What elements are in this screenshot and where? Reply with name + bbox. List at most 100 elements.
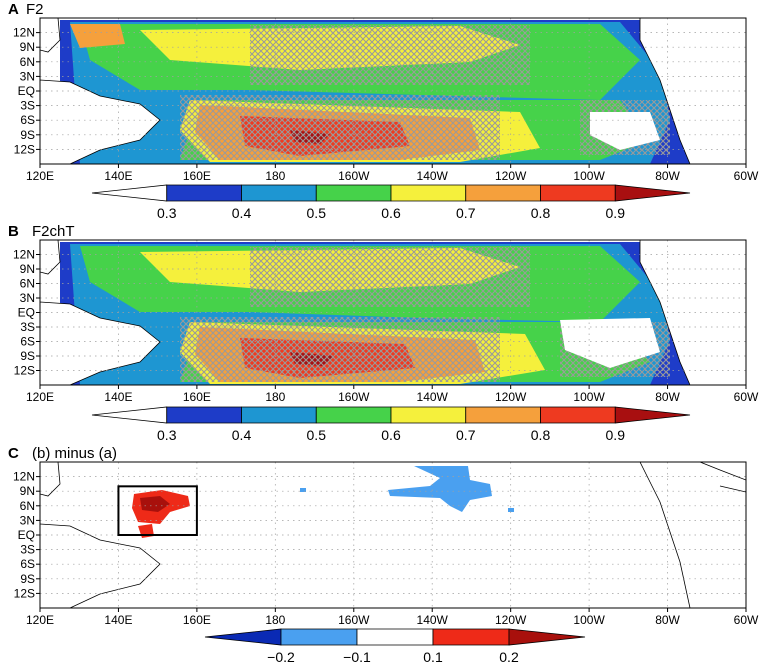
x-tick-label: 160W [338, 169, 370, 183]
colorbar-label: 0.1 [423, 649, 443, 665]
x-tick-label: 180 [265, 613, 285, 627]
x-tick-label: 120W [495, 169, 527, 183]
colorbar-swatch [465, 184, 541, 202]
y-tick-label: 3N [20, 291, 35, 305]
y-tick-label: 9N [20, 40, 35, 54]
y-tick-label: 9N [20, 262, 35, 276]
panel-a-grid [40, 18, 746, 164]
y-tick-label: EQ [18, 306, 35, 320]
panel-a-land-east [639, 18, 746, 164]
y-tick-label: 9S [20, 572, 35, 586]
colorbar-swatch [508, 628, 586, 646]
colorbar-swatch [166, 406, 242, 424]
x-tick-label: 160E [183, 613, 211, 627]
colorbar-label: 0.2 [499, 649, 519, 665]
colorbar-swatch [315, 184, 392, 202]
panel-a-land-north [40, 18, 61, 53]
colorbar-swatch [315, 406, 392, 424]
x-tick-label: 180 [265, 169, 285, 183]
panel-a-title: F2 [26, 1, 44, 18]
panel-c-label: C [8, 445, 19, 462]
panel-c-title: (b) minus (a) [32, 445, 117, 462]
x-tick-label: 100W [573, 390, 605, 404]
y-tick-label: 9S [20, 128, 35, 142]
colorbar-label: 0.8 [531, 205, 551, 221]
y-tick-label: 12S [14, 142, 35, 156]
y-tick-label: 12S [14, 364, 35, 378]
y-tick-label: EQ [18, 528, 35, 542]
colorbar-label: 0.7 [456, 427, 476, 443]
y-tick-label: 12S [14, 586, 35, 600]
colorbar-swatch [614, 406, 691, 424]
colorbar-swatch [540, 184, 616, 202]
x-tick-label: 160E [183, 169, 211, 183]
y-tick-label: 3S [20, 320, 35, 334]
panel-c-colorbar: −0.2 −0.1 0.1 0.2 [204, 628, 586, 665]
x-tick-label: 120E [26, 613, 54, 627]
panel-c-land-east [639, 462, 746, 608]
panel-c-pos-0.2 [140, 496, 170, 512]
panel-a-colorbar: 0.3 0.4 0.5 0.6 0.7 0.8 0.9 [91, 184, 691, 221]
y-tick-label: 3N [20, 513, 35, 527]
x-tick-label: 120E [26, 390, 54, 404]
colorbar-label: 0.8 [531, 427, 551, 443]
x-tick-label: 140E [104, 169, 132, 183]
y-tick-label: 6S [20, 557, 35, 571]
colorbar-swatch [241, 184, 317, 202]
panel-b-land-west [40, 301, 161, 385]
panel-c: C (b) minus (a) 120E 140E 160E 180 160W 140W 1… [8, 445, 759, 665]
x-tick-label: 100W [573, 169, 605, 183]
colorbar-label: 0.6 [381, 427, 401, 443]
y-tick-label: 6N [20, 499, 35, 513]
y-tick-label: 12N [13, 26, 35, 40]
colorbar-label: 0.6 [381, 205, 401, 221]
y-tick-label: 9S [20, 349, 35, 363]
panel-c-grid [40, 462, 746, 608]
x-tick-label: 180 [265, 390, 285, 404]
y-tick-label: 3S [20, 99, 35, 113]
colorbar-swatch [356, 628, 434, 646]
colorbar-label: −0.2 [267, 649, 295, 665]
x-tick-label: 80W [655, 613, 680, 627]
panel-c-neg-0.1b [300, 488, 306, 492]
y-tick-label: 6S [20, 335, 35, 349]
panel-c-land-west [40, 462, 161, 608]
panel-b-land-east [639, 240, 746, 385]
colorbar-label: 0.5 [307, 205, 327, 221]
x-tick-label: 140W [417, 390, 449, 404]
x-tick-label: 60W [734, 613, 759, 627]
panel-b-field [40, 240, 746, 385]
panel-b-land-north [40, 240, 61, 275]
panel-b-label: B [8, 223, 19, 240]
x-tick-label: 120E [26, 169, 54, 183]
y-tick-label: 6S [20, 113, 35, 127]
colorbar-swatch [91, 406, 168, 424]
colorbar-label: 0.9 [606, 205, 626, 221]
y-tick-label: 6N [20, 277, 35, 291]
panel-a-white-pocket [590, 112, 660, 150]
colorbar-label: −0.1 [343, 649, 371, 665]
x-tick-label: 140W [417, 613, 449, 627]
x-tick-label: 140W [417, 169, 449, 183]
panel-a-land-west [40, 79, 161, 164]
panel-c-neg-0.1 [388, 466, 492, 512]
panel-b-hatch-2 [180, 317, 500, 382]
colorbar-swatch [465, 406, 541, 424]
y-tick-label: 12N [13, 470, 35, 484]
y-tick-label: 12N [13, 248, 35, 262]
panel-b-title: F2chT [32, 223, 75, 240]
colorbar-label: 0.3 [157, 427, 177, 443]
colorbar-swatch [390, 184, 467, 202]
panel-a-label: A [8, 1, 19, 18]
colorbar-swatch [204, 628, 282, 646]
x-tick-label: 80W [655, 169, 680, 183]
x-tick-label: 80W [655, 390, 680, 404]
panel-c-field [40, 462, 746, 608]
panel-b-hatch-1 [250, 247, 530, 307]
panel-b-ticks: 120E 140E 160E 180 160W 140W 120W 100W 80W 60W 12N… [13, 248, 759, 405]
colorbar-swatch [280, 628, 358, 646]
panel-c-ticks: 120E 140E 160E 180 160W 140W 120W 100W 80W 60W 12N… [13, 470, 759, 627]
x-tick-label: 120W [495, 390, 527, 404]
y-tick-label: 9N [20, 484, 35, 498]
